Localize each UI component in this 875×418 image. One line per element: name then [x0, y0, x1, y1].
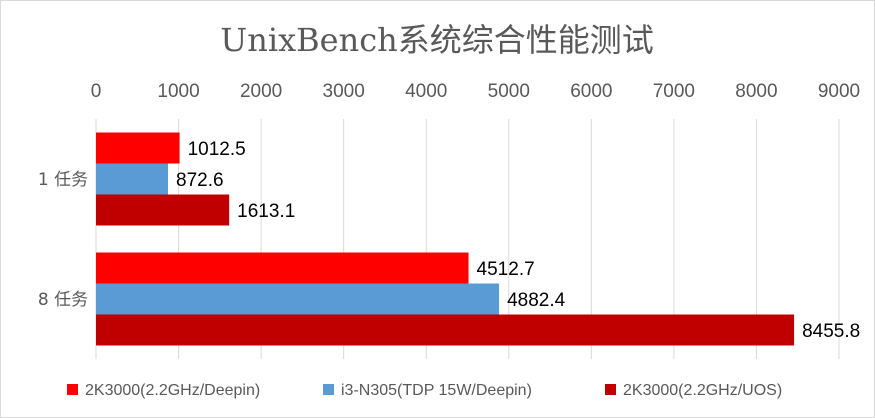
x-tick-label: 4000: [405, 81, 447, 102]
x-tick-label: 5000: [488, 81, 530, 102]
data-label: 1012.5: [188, 139, 246, 160]
data-label: 4882.4: [507, 290, 566, 311]
x-tick-label: 8000: [735, 81, 777, 102]
y-axis-categories: 1 任务 8 任务: [38, 170, 88, 310]
legend-label: i3-N305(TDP 15W/Deepin): [341, 382, 532, 399]
bar: [96, 314, 795, 346]
x-axis-ticks: 0 1000 2000 3000 4000 5000 6000 7000 8000 9000: [91, 81, 860, 102]
legend-swatch: [67, 384, 78, 395]
legend-swatch: [605, 384, 616, 395]
chart-title: UnixBench系统综合性能测试: [220, 21, 653, 59]
data-labels: 1012.5 872.6 1613.1 4512.7 4882.4 8455.8: [176, 139, 860, 342]
x-tick-label: 6000: [570, 81, 612, 102]
x-tick-label: 9000: [818, 81, 860, 102]
data-label: 8455.8: [802, 321, 860, 342]
bars: [96, 132, 795, 346]
data-label: 4512.7: [477, 259, 535, 280]
data-label: 1613.1: [237, 201, 295, 222]
legend-label: 2K3000(2.2GHz/Deepin): [85, 382, 260, 399]
bar: [96, 163, 169, 195]
data-label: 872.6: [176, 170, 224, 191]
legend-swatch: [323, 384, 334, 395]
category-label: 1 任务: [38, 170, 88, 190]
x-tick-label: 7000: [653, 81, 695, 102]
legend-label: 2K3000(2.2GHz/UOS): [623, 382, 782, 399]
legend: 2K3000(2.2GHz/Deepin) i3-N305(TDP 15W/Dee…: [67, 382, 782, 399]
bar: [96, 283, 500, 315]
x-tick-label: 1000: [157, 81, 199, 102]
x-tick-label: 3000: [323, 81, 365, 102]
x-tick-label: 0: [91, 81, 102, 102]
bar: [96, 252, 469, 284]
bar: [96, 194, 230, 226]
bar: [96, 132, 180, 164]
x-tick-label: 2000: [240, 81, 282, 102]
category-label: 8 任务: [38, 290, 88, 310]
